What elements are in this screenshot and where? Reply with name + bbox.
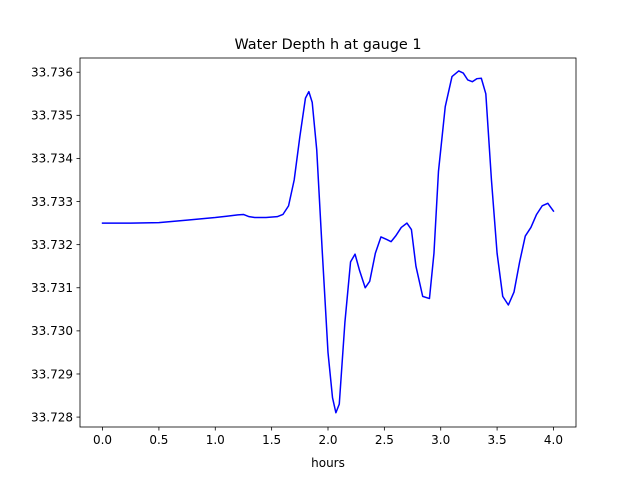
x-tick-label: 1.0 — [206, 433, 225, 447]
y-tick-label: 33.729 — [31, 367, 73, 381]
x-tick-label: 2.0 — [318, 433, 337, 447]
x-tick-label: 0.5 — [149, 433, 168, 447]
y-tick-label: 33.730 — [31, 324, 73, 338]
y-tick-label: 33.733 — [31, 195, 73, 209]
y-tick-label: 33.732 — [31, 238, 73, 252]
y-tick-label: 33.728 — [31, 410, 73, 424]
y-tick-label: 33.735 — [31, 109, 73, 123]
x-tick-label: 3.0 — [431, 433, 450, 447]
y-tick-label: 33.731 — [31, 281, 73, 295]
x-tick-label: 0.0 — [93, 433, 112, 447]
x-tick-label: 4.0 — [544, 433, 563, 447]
x-tick-label: 3.5 — [488, 433, 507, 447]
plot-frame — [79, 57, 577, 428]
x-axis-label: hours — [311, 456, 345, 470]
y-tick-label: 33.734 — [31, 152, 73, 166]
chart-title: Water Depth h at gauge 1 — [234, 37, 421, 53]
x-tick-label: 1.5 — [262, 433, 281, 447]
x-tick-label: 2.5 — [375, 433, 394, 447]
y-tick-label: 33.736 — [31, 66, 73, 80]
series-line-0 — [101, 70, 555, 414]
